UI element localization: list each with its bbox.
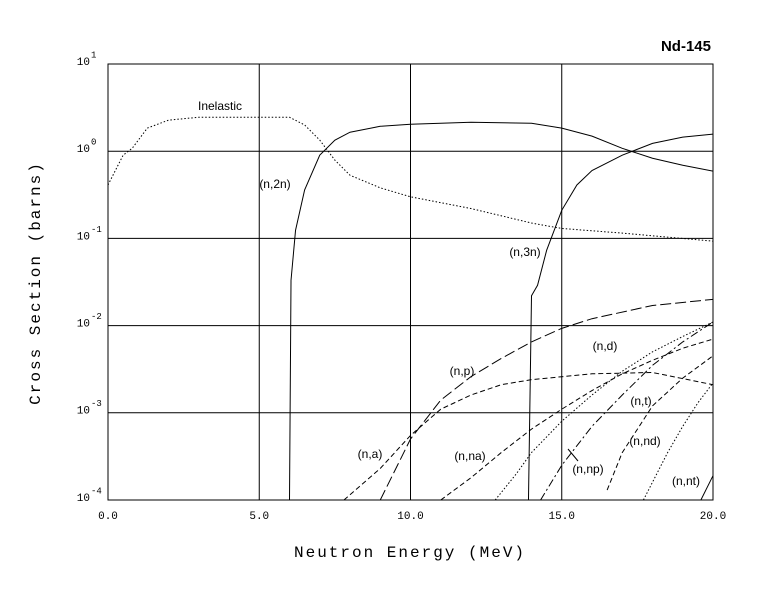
- y-tick-label: 10: [77, 57, 90, 69]
- series-line: [642, 382, 713, 500]
- series-label: (n,nt): [672, 474, 700, 488]
- label-leader: [567, 448, 579, 462]
- x-tick-label: 0.0: [98, 511, 118, 523]
- plot-frame: [107, 63, 714, 501]
- y-tick-label: 10: [77, 231, 90, 243]
- series-line: [700, 475, 713, 500]
- series-label: (n,a): [358, 447, 383, 461]
- x-tick-label: 20.0: [700, 511, 726, 523]
- x-axis-label: Neutron Energy (MeV): [294, 544, 526, 562]
- series-label: (n,p): [450, 364, 475, 378]
- y-tick-label: 10: [77, 493, 90, 505]
- series-line: [606, 355, 713, 491]
- series-line: [540, 321, 713, 500]
- x-tick-label: 5.0: [249, 511, 269, 523]
- series-line: [527, 133, 713, 500]
- series-label: (n,t): [630, 394, 651, 408]
- y-tick-exponent: 1: [91, 50, 96, 60]
- series-line: [494, 321, 713, 500]
- series-line: [440, 338, 713, 500]
- chart-title: Nd-145: [661, 38, 711, 55]
- grid: [107, 63, 714, 501]
- y-tick-exponent: -2: [91, 312, 102, 322]
- series-label: (n,np): [572, 462, 603, 476]
- series-label: Inelastic: [198, 99, 242, 113]
- y-tick-label: 10: [77, 144, 90, 156]
- y-tick-label: 10: [77, 406, 90, 418]
- series-label: (n,3n): [509, 245, 540, 259]
- x-tick-label: 15.0: [549, 511, 575, 523]
- y-tick-exponent: -4: [91, 486, 102, 496]
- series-line: [379, 298, 713, 500]
- series-label: (n,na): [454, 449, 485, 463]
- y-tick-exponent: -1: [91, 225, 102, 235]
- plot-area: [108, 116, 713, 500]
- x-tick-label: 10.0: [397, 511, 423, 523]
- y-axis-label: Cross Section (barns): [27, 161, 45, 405]
- y-tick-label: 10: [77, 319, 90, 331]
- series-label: (n,d): [593, 339, 618, 353]
- y-tick-exponent: 0: [91, 138, 96, 148]
- series-label: (n,2n): [259, 177, 290, 191]
- y-tick-exponent: -3: [91, 399, 102, 409]
- series-label: (n,nd): [629, 434, 660, 448]
